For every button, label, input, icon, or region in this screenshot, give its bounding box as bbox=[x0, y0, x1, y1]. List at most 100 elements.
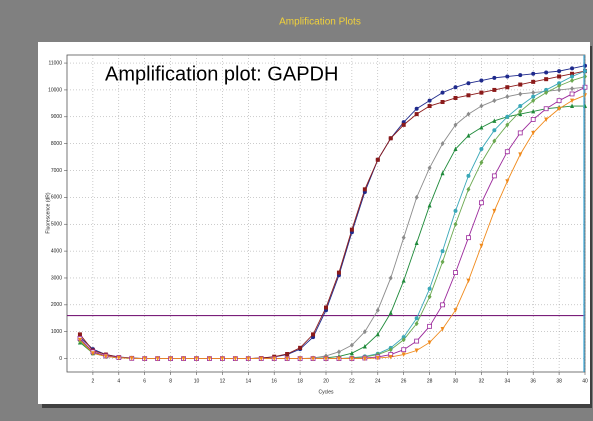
point bbox=[401, 347, 407, 353]
point bbox=[570, 86, 575, 92]
point bbox=[531, 108, 536, 114]
point bbox=[466, 133, 471, 138]
point bbox=[375, 307, 380, 313]
point bbox=[427, 340, 432, 345]
point bbox=[388, 347, 393, 353]
point bbox=[466, 81, 471, 86]
point bbox=[401, 352, 406, 358]
point bbox=[544, 117, 549, 122]
point bbox=[466, 93, 471, 98]
point bbox=[401, 235, 406, 241]
point bbox=[233, 356, 238, 362]
point bbox=[492, 138, 497, 144]
point bbox=[401, 337, 406, 343]
x-tick-label: 16 bbox=[271, 378, 277, 384]
y-tick-label: 7000 bbox=[51, 168, 62, 174]
point bbox=[570, 74, 575, 79]
point bbox=[505, 94, 510, 100]
x-tick-label: 32 bbox=[479, 378, 485, 384]
point bbox=[414, 112, 419, 117]
y-axis-label: Fluorescence (dR) bbox=[45, 192, 51, 233]
point bbox=[492, 208, 497, 214]
point bbox=[440, 170, 445, 176]
point bbox=[168, 356, 173, 362]
point bbox=[492, 87, 497, 92]
point bbox=[531, 98, 536, 104]
point bbox=[466, 235, 471, 241]
point bbox=[570, 98, 575, 104]
x-tick-label: 34 bbox=[505, 378, 511, 384]
point bbox=[557, 81, 562, 86]
point bbox=[440, 259, 445, 265]
point bbox=[505, 114, 510, 119]
point bbox=[492, 75, 497, 80]
point bbox=[569, 91, 575, 97]
window-title: Amplification Plots bbox=[279, 17, 361, 28]
point bbox=[479, 243, 484, 249]
point bbox=[440, 249, 445, 254]
point bbox=[77, 332, 82, 337]
point bbox=[414, 106, 419, 111]
point bbox=[414, 240, 419, 246]
point bbox=[440, 100, 445, 105]
point bbox=[440, 141, 445, 147]
point bbox=[220, 356, 225, 362]
point bbox=[544, 90, 549, 96]
point bbox=[582, 84, 588, 90]
point bbox=[531, 130, 536, 136]
y-tick-label: 2000 bbox=[51, 302, 62, 308]
point bbox=[298, 345, 303, 350]
point bbox=[531, 94, 536, 99]
y-tick-label: 0 bbox=[59, 356, 62, 362]
series-line bbox=[79, 94, 586, 360]
point bbox=[479, 159, 484, 165]
point bbox=[427, 202, 432, 208]
point bbox=[401, 122, 406, 127]
point bbox=[557, 106, 562, 112]
point bbox=[362, 343, 367, 349]
point bbox=[375, 331, 380, 337]
point bbox=[349, 350, 354, 356]
point bbox=[504, 149, 510, 155]
y-tick-label: 9000 bbox=[51, 114, 62, 120]
point bbox=[466, 278, 471, 284]
point bbox=[505, 85, 510, 90]
annotation: Amplification plot: GAPDH bbox=[105, 63, 338, 85]
point bbox=[440, 327, 445, 332]
point bbox=[544, 87, 549, 92]
point bbox=[375, 356, 380, 361]
point bbox=[362, 187, 367, 192]
point bbox=[427, 286, 432, 291]
x-tick-label: 2 bbox=[92, 378, 95, 384]
point bbox=[194, 356, 199, 362]
point bbox=[505, 74, 510, 79]
point bbox=[556, 98, 562, 104]
point bbox=[479, 125, 484, 130]
point bbox=[362, 356, 367, 362]
point bbox=[466, 173, 471, 178]
x-tick-label: 24 bbox=[375, 378, 381, 384]
point bbox=[557, 74, 562, 79]
point bbox=[272, 356, 277, 362]
y-tick-label: 6000 bbox=[51, 195, 62, 201]
point bbox=[401, 278, 406, 283]
x-axis-label: Cycles bbox=[318, 389, 334, 395]
point bbox=[324, 305, 328, 310]
point bbox=[466, 111, 471, 117]
point bbox=[77, 337, 82, 343]
point bbox=[570, 103, 575, 109]
y-tick-label: 3000 bbox=[51, 275, 62, 281]
point bbox=[466, 186, 471, 192]
point bbox=[544, 77, 549, 82]
point bbox=[505, 122, 510, 128]
point bbox=[349, 356, 354, 362]
point bbox=[557, 69, 562, 74]
point bbox=[453, 85, 458, 90]
y-tick-label: 10000 bbox=[48, 87, 62, 93]
point bbox=[492, 128, 497, 133]
point bbox=[285, 352, 290, 357]
point bbox=[375, 157, 380, 162]
point bbox=[116, 355, 121, 361]
plot bbox=[67, 63, 588, 362]
point bbox=[557, 83, 562, 89]
